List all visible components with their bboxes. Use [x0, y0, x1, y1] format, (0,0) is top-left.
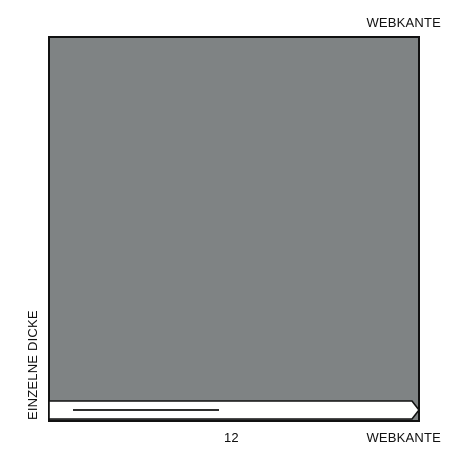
single-thickness-label: EINZELNE DICKE	[25, 310, 40, 420]
folded-strip	[48, 400, 421, 420]
selvage-label-top: WEBKANTE	[366, 15, 441, 30]
measurement-label: 12	[224, 430, 239, 445]
selvage-label-bottom: WEBKANTE	[366, 430, 441, 445]
fabric-panel	[48, 36, 420, 422]
